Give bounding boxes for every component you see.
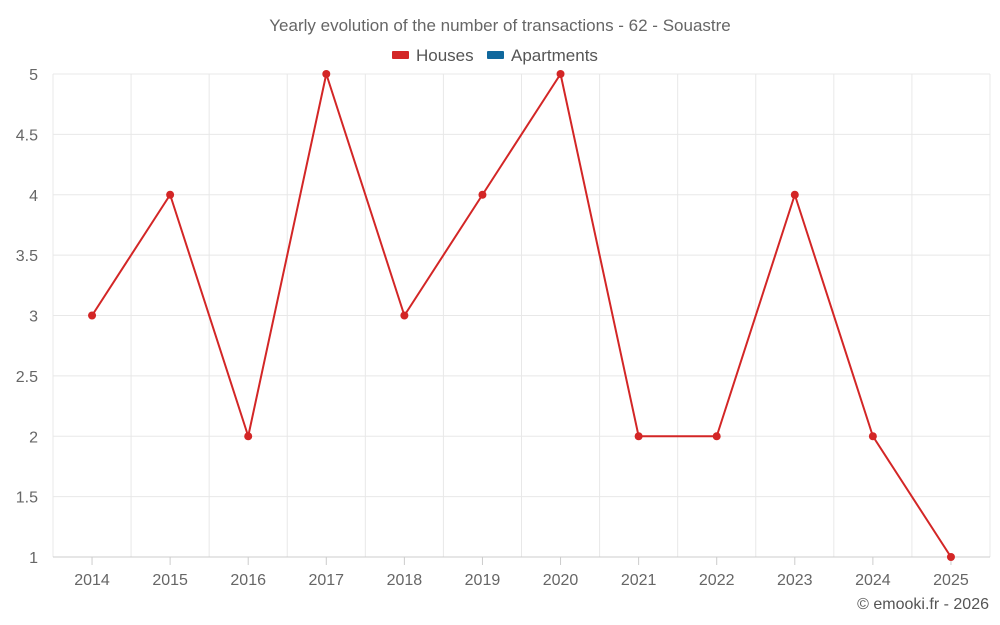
data-point[interactable]: [556, 70, 565, 78]
y-tick-label: 3.5: [16, 248, 38, 265]
series-houses: [88, 70, 955, 561]
series-line-houses: [91, 73, 952, 558]
legend: Houses Apartments: [392, 46, 598, 65]
x-tick-label: 2025: [933, 572, 969, 589]
x-tick-label: 2017: [308, 572, 344, 589]
x-tick-label: 2015: [152, 572, 188, 589]
x-tick-label: 2019: [465, 572, 501, 589]
legend-swatch-houses: [392, 51, 409, 59]
y-tick-label: 3: [29, 309, 38, 326]
data-point[interactable]: [88, 311, 97, 320]
x-tick-label: 2016: [230, 572, 266, 589]
y-tick-label: 2.5: [16, 369, 38, 386]
legend-item-apartments[interactable]: Apartments: [487, 46, 598, 65]
data-point[interactable]: [712, 432, 721, 441]
y-tick-label: 1.5: [16, 490, 38, 507]
data-point[interactable]: [478, 190, 487, 199]
y-tick-label: 4.5: [16, 127, 38, 144]
x-tick-label: 2018: [387, 572, 423, 589]
data-point[interactable]: [322, 70, 331, 78]
legend-item-houses[interactable]: Houses: [392, 46, 474, 65]
data-point[interactable]: [166, 190, 175, 199]
legend-label-apartments: Apartments: [511, 46, 598, 65]
data-point[interactable]: [244, 432, 253, 441]
data-point[interactable]: [868, 432, 877, 441]
legend-swatch-apartments: [487, 51, 504, 59]
x-tick-label: 2021: [621, 572, 657, 589]
y-axis-ticks: 1 1.5 2 2.5 3 3.5 4 4.5 5: [16, 67, 38, 567]
credit-text: © emooki.fr - 2026: [857, 596, 989, 613]
y-tick-label: 5: [29, 67, 38, 84]
data-point[interactable]: [400, 311, 409, 320]
chart-title: Yearly evolution of the number of transa…: [269, 16, 730, 35]
y-tick-label: 4: [29, 188, 38, 205]
data-point[interactable]: [790, 190, 799, 199]
x-axis-ticks: 2014 2015 2016 2017 2018 2019 2020 2021 2022 2023…: [74, 557, 969, 589]
x-tick-label: 2023: [777, 572, 813, 589]
legend-label-houses: Houses: [416, 46, 474, 65]
y-tick-label: 2: [29, 429, 38, 446]
x-tick-label: 2024: [855, 572, 891, 589]
y-tick-label: 1: [29, 550, 38, 567]
x-tick-label: 2014: [74, 572, 110, 589]
x-tick-label: 2022: [699, 572, 735, 589]
data-point[interactable]: [946, 553, 955, 561]
gridlines: [52, 73, 991, 558]
x-tick-label: 2020: [543, 572, 579, 589]
data-point[interactable]: [634, 432, 643, 441]
